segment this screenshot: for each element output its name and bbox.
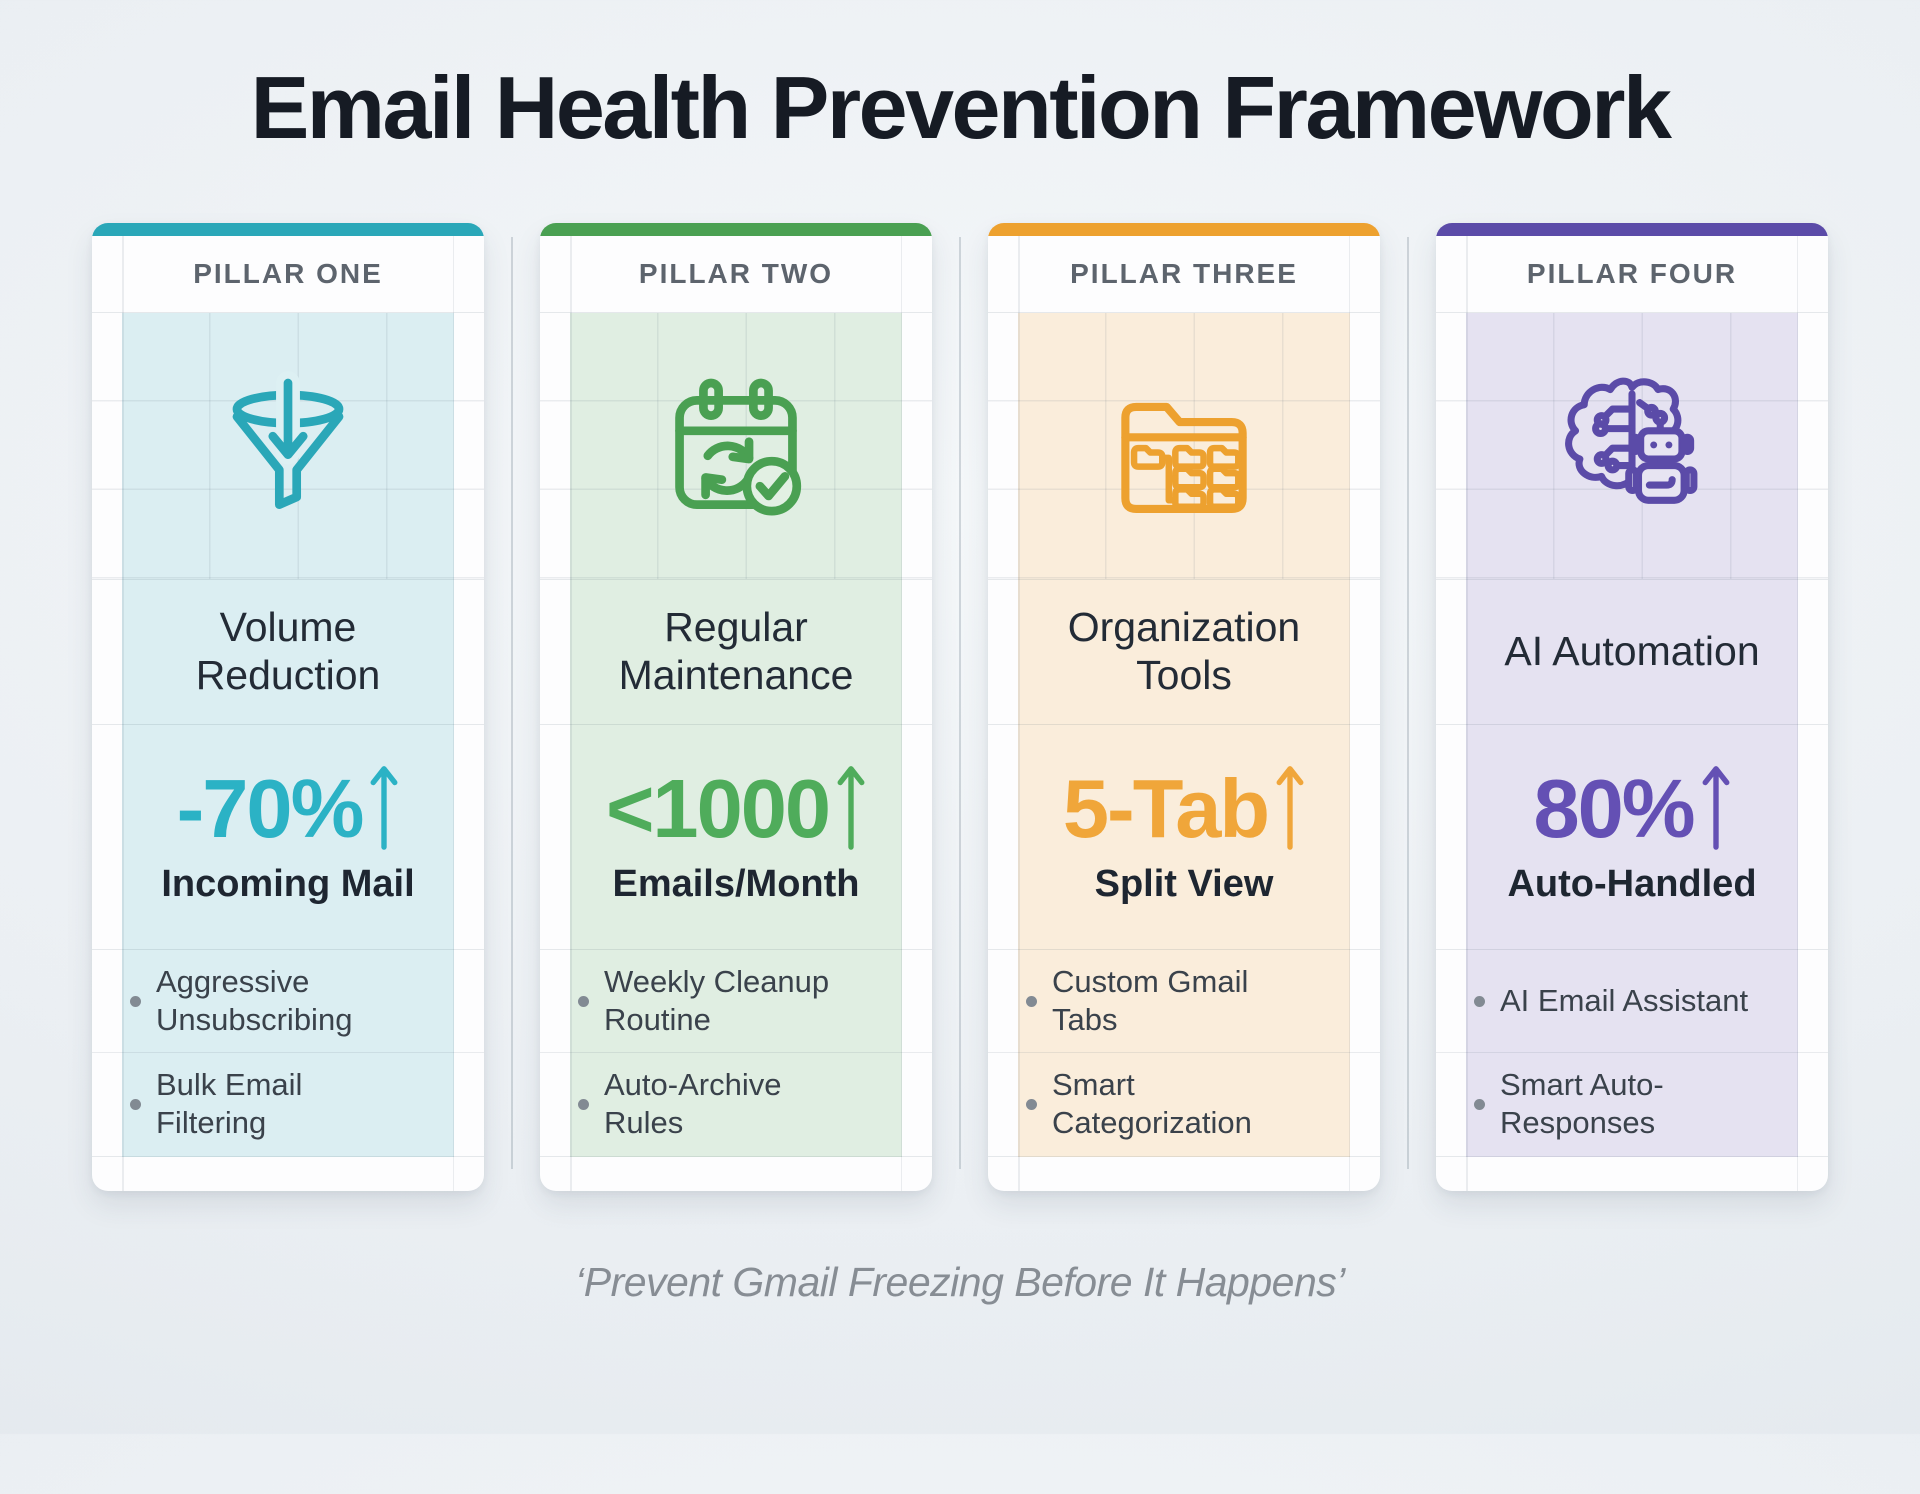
pillar-card-ai-automation: PILLAR FOUR [1436,222,1828,1191]
stat-value: 80% [1533,762,1695,856]
card-footer-strip [92,1157,484,1191]
up-arrow-icon [1701,761,1731,851]
folder-tree-icon [1121,402,1247,513]
bullet-list: Weekly Cleanup Routine Auto-Archive Rule… [540,950,932,1157]
stat-label: Emails/Month [612,863,860,906]
grid-margin-line [570,222,572,1191]
accent-topbar [988,222,1380,236]
bullet-item: Smart Auto-Responses [1436,1053,1828,1156]
up-arrow-icon [836,761,866,851]
bullet-list: Custom Gmail Tabs Smart Categorization [988,950,1380,1157]
icon-band [540,312,932,580]
pillar-card-organization-tools: PILLAR THREE Organization Tools [988,222,1380,1191]
stat-band: 80% Auto-Handled [1436,725,1828,950]
bullet-item: Smart Categorization [988,1053,1380,1156]
stat-band: -70% Incoming Mail [92,725,484,950]
grid-margin-line [122,222,124,1191]
brain-robot-icon [1565,377,1698,504]
pillar-header: PILLAR THREE [988,236,1380,313]
column-divider [1407,236,1409,1169]
pillar-header: PILLAR TWO [540,236,932,313]
pillar-title: Regular Maintenance [540,580,932,725]
footer-quote: ‘Prevent Gmail Freezing Before It Happen… [575,1258,1345,1305]
accent-topbar [92,222,484,236]
up-arrow-icon [369,761,399,851]
bullet-item: AI Email Assistant [1436,950,1828,1053]
card-footer-strip [540,1157,932,1191]
bullet-item: Bulk Email Filtering [92,1053,484,1156]
pillar-title: Volume Reduction [92,580,484,725]
icon-band [92,312,484,580]
bullet-item: Auto-Archive Rules [540,1053,932,1156]
stat-band: <1000 Emails/Month [540,725,932,950]
bullet-item: Aggressive Unsubscribing [92,950,484,1053]
stat-label: Incoming Mail [161,863,415,906]
pillar-header: PILLAR FOUR [1436,236,1828,313]
grid-margin-line [1466,222,1468,1191]
grid-margin-line [1018,222,1020,1191]
grid-margin-line [900,222,902,1191]
pillar-title: AI Automation [1436,580,1828,725]
funnel-icon [232,370,344,509]
column-divider [511,236,513,1169]
card-footer-strip [1436,1157,1828,1191]
pillar-card-regular-maintenance: PILLAR TWO Regular Maintenance <1000 [540,222,932,1191]
pillar-header: PILLAR ONE [92,236,484,313]
bullet-item: Weekly Cleanup Routine [540,950,932,1053]
icon-band [1436,312,1828,580]
accent-topbar [540,222,932,236]
stat-label: Auto-Handled [1507,863,1757,906]
grid-margin-line [1796,222,1798,1191]
card-footer-strip [988,1157,1380,1191]
column-divider [959,236,961,1169]
card-tint [1018,312,1350,1157]
bullet-list: Aggressive Unsubscribing Bulk Email Filt… [92,950,484,1157]
grid-margin-line [1348,222,1350,1191]
grid-margin-line [452,222,454,1191]
pillar-title: Organization Tools [988,580,1380,725]
stat-value: <1000 [605,762,831,856]
stat-value: -70% [176,762,365,856]
pillar-card-volume-reduction: PILLAR ONE Volume Reduction -70% Incomin… [92,222,484,1191]
accent-topbar [1436,222,1828,236]
icon-band [988,312,1380,580]
up-arrow-icon [1275,761,1305,851]
stat-label: Split View [1094,863,1274,906]
bullet-item: Custom Gmail Tabs [988,950,1380,1053]
page-title: Email Health Prevention Framework [250,58,1672,157]
stat-band: 5-Tab Split View [988,725,1380,950]
bullet-list: AI Email Assistant Smart Auto-Responses [1436,950,1828,1157]
pillar-cards-row: PILLAR ONE Volume Reduction -70% Incomin… [92,222,1828,1191]
calendar-sync-icon [675,378,802,516]
stat-value: 5-Tab [1062,762,1270,856]
